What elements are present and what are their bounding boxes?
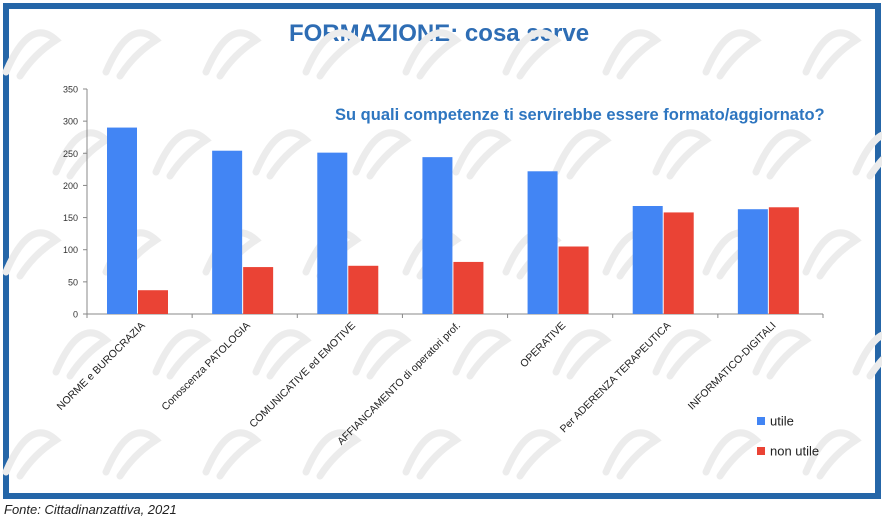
y-tick-label: 150: [63, 213, 78, 223]
watermark-swoosh: [452, 329, 512, 380]
bar-non-utile: [453, 261, 484, 314]
watermark-swoosh: [802, 229, 862, 280]
watermark-swoosh: [252, 329, 312, 380]
bar-non-utile: [768, 207, 799, 314]
bar-non-utile: [663, 212, 694, 314]
chart-title: Su quali competenze ti servirebbe essere…: [335, 106, 825, 124]
bar-non-utile: [138, 290, 168, 314]
watermark-swoosh: [52, 329, 112, 380]
watermark-swoosh: [452, 129, 512, 180]
watermark-swoosh: [802, 29, 862, 80]
bar-utile: [107, 127, 137, 314]
y-tick-label: 200: [63, 181, 78, 191]
bars: [107, 127, 799, 314]
bar-utile: [212, 150, 243, 314]
watermark-swoosh: [52, 129, 112, 180]
y-tick-label: 300: [63, 117, 78, 127]
watermark-swoosh: [652, 129, 712, 180]
y-tick-label: 0: [73, 310, 78, 320]
watermark-logo-pattern: [2, 29, 882, 480]
watermark-swoosh: [302, 429, 362, 480]
y-tick-label: 250: [63, 149, 78, 159]
watermark-swoosh: [2, 429, 62, 480]
bar-chart: 0 50 100 150 200 250 300 350 NORME e BUROCRAZIA…: [2, 29, 882, 480]
watermark-swoosh: [552, 129, 612, 180]
watermark-swoosh: [202, 429, 262, 480]
watermark-swoosh: [102, 429, 162, 480]
bar-utile: [317, 152, 348, 314]
watermark-swoosh: [352, 329, 412, 380]
watermark-swoosh: [2, 229, 62, 280]
watermark-swoosh: [852, 331, 882, 380]
bar-non-utile: [348, 265, 379, 314]
source-note: Fonte: Cittadinanzattiva, 2021: [4, 502, 177, 517]
x-axis-ticks: [86, 314, 824, 318]
watermark-swoosh: [652, 329, 712, 380]
bar-non-utile: [243, 267, 274, 314]
y-tick-label: 50: [68, 277, 78, 287]
bar-utile: [737, 209, 768, 314]
watermark-swoosh: [502, 29, 562, 80]
watermark-swoosh: [502, 429, 562, 480]
watermark-swoosh: [802, 429, 862, 480]
watermark-swoosh: [602, 29, 662, 80]
x-axis-labels: NORME e BUROCRAZIA Conoscenza PATOLOGIACO…: [55, 320, 779, 448]
watermark-swoosh: [602, 429, 662, 480]
watermark-swoosh: [402, 29, 462, 80]
watermark-swoosh: [2, 29, 62, 80]
legend-swatch: [757, 447, 765, 455]
watermark-swoosh: [702, 29, 762, 80]
bar-utile: [527, 171, 558, 314]
bar-non-utile: [558, 246, 589, 314]
watermark-swoosh: [702, 429, 762, 480]
watermark-swoosh: [552, 329, 612, 380]
y-tick-label: 350: [63, 85, 78, 95]
watermark-swoosh: [152, 129, 212, 180]
watermark-swoosh: [252, 129, 312, 180]
watermark-swoosh: [302, 29, 362, 80]
y-axis-ticks: 0 50 100 150 200 250 300 350: [63, 85, 87, 320]
watermark-swoosh: [102, 29, 162, 80]
legend-label: non utile: [770, 444, 819, 459]
watermark-swoosh: [752, 329, 812, 380]
bar-utile: [422, 157, 453, 314]
legend-label: utile: [770, 414, 794, 429]
watermark-swoosh: [752, 129, 812, 180]
y-tick-label: 100: [63, 245, 78, 255]
watermark-swoosh: [352, 129, 412, 180]
watermark-swoosh: [202, 29, 262, 80]
watermark-swoosh: [852, 131, 882, 180]
legend: utile non utile: [757, 414, 819, 459]
bar-utile: [632, 206, 663, 314]
watermark-swoosh: [402, 429, 462, 480]
watermark-swoosh: [152, 329, 212, 380]
legend-swatch: [757, 417, 765, 425]
